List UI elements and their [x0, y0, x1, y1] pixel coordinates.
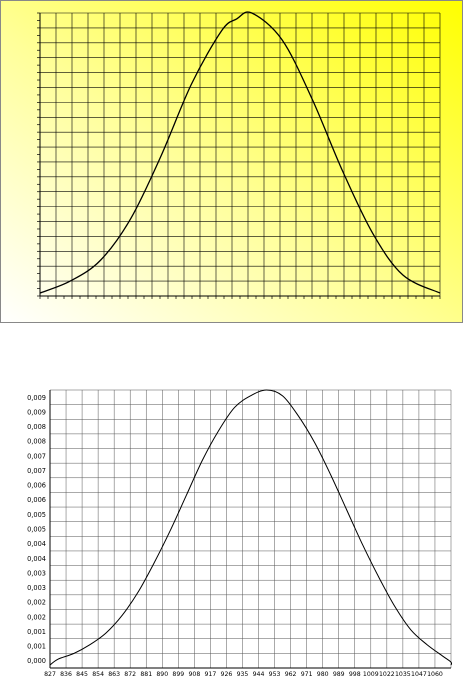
x-tick-label: 935	[237, 671, 249, 678]
grid	[39, 12, 441, 297]
top-chart	[0, 0, 463, 323]
bottom-chart: 0,000 0,001 0,001 0,002 0,002 0,003 0,003 0,004…	[0, 380, 465, 692]
x-tick-label: 827	[44, 671, 56, 678]
x-tick-label: 989	[333, 671, 345, 678]
y-tick-label: 0,006	[27, 496, 46, 504]
x-tick-label: 1009	[363, 671, 379, 678]
x-tick-label: 971	[301, 671, 313, 678]
x-tick-label: 1060	[427, 671, 443, 678]
x-tick-label: 1035	[395, 671, 411, 678]
y-tick-label: 0,005	[27, 526, 46, 534]
y-tick-label: 0,004	[27, 555, 46, 563]
y-tick-label: 0,004	[27, 540, 46, 548]
y-tick-label: 0,002	[27, 613, 46, 621]
x-tick-label: 881	[140, 671, 152, 678]
x-tick-label: 944	[253, 671, 265, 678]
x-tick-label: 908	[188, 671, 200, 678]
y-tick-label: 0,003	[27, 584, 46, 592]
y-tick-label: 0,001	[27, 628, 46, 636]
y-axis-tick-labels: 0,000 0,001 0,001 0,002 0,002 0,003 0,003 0,004…	[27, 394, 46, 665]
series-marks	[49, 389, 453, 666]
x-tick-label: 872	[124, 671, 136, 678]
y-tick-label: 0,008	[27, 438, 46, 446]
series-marks	[39, 11, 441, 294]
x-tick-label: 890	[156, 671, 168, 678]
y-tick-label: 0,001	[27, 643, 46, 651]
x-tick-label: 917	[204, 671, 216, 678]
x-tick-label: 1022	[379, 671, 395, 678]
x-tick-label: 998	[349, 671, 361, 678]
y-tick-label: 0,000	[27, 657, 46, 665]
x-tick-label: 926	[221, 671, 233, 678]
chart-background	[0, 380, 465, 692]
distribution-curve	[49, 389, 453, 666]
x-tick-label: 962	[285, 671, 297, 678]
y-tick-label: 0,007	[27, 467, 46, 475]
axis-ticks	[37, 12, 441, 299]
x-tick-label: 863	[108, 671, 120, 678]
y-tick-label: 0,006	[27, 482, 46, 490]
y-tick-label: 0,008	[27, 423, 46, 431]
x-tick-label: 854	[92, 671, 104, 678]
y-tick-label: 0,002	[27, 599, 46, 607]
x-axis-tick-labels: 827 836 845 854 863 872 881 890 899 908 917 926 935 9…	[44, 671, 443, 678]
x-tick-label: 953	[269, 671, 281, 678]
y-tick-label: 0,009	[27, 408, 46, 416]
y-tick-label: 0,007	[27, 452, 46, 460]
grid	[49, 389, 452, 669]
x-tick-label: 845	[76, 671, 88, 678]
chart-frame	[0, 0, 463, 323]
y-tick-label: 0,005	[27, 511, 46, 519]
x-tick-label: 899	[172, 671, 184, 678]
y-tick-label: 0,009	[27, 394, 46, 402]
y-tick-label: 0,003	[27, 569, 46, 577]
x-tick-label: 836	[60, 671, 72, 678]
distribution-curve	[39, 11, 441, 294]
x-tick-label: 1047	[411, 671, 427, 678]
x-tick-label: 980	[317, 671, 329, 678]
